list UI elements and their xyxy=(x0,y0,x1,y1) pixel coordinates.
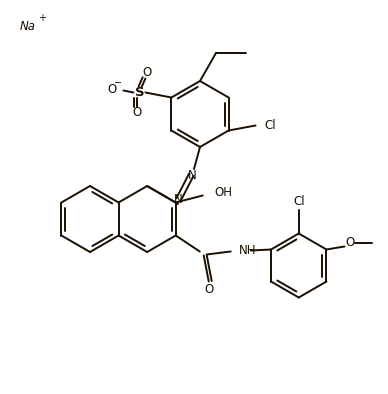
Text: O: O xyxy=(108,83,117,96)
Text: S: S xyxy=(135,86,144,99)
Text: O: O xyxy=(346,236,355,249)
Text: NH: NH xyxy=(239,244,256,257)
Text: OH: OH xyxy=(215,186,233,199)
Text: Cl: Cl xyxy=(293,195,305,208)
Text: −: − xyxy=(114,78,123,87)
Text: O: O xyxy=(143,66,152,79)
Text: N: N xyxy=(188,169,196,182)
Text: O: O xyxy=(204,283,213,296)
Text: O: O xyxy=(133,106,142,119)
Text: +: + xyxy=(38,13,46,23)
Text: N: N xyxy=(173,193,182,206)
Text: Na: Na xyxy=(20,20,36,33)
Text: Cl: Cl xyxy=(265,119,276,132)
